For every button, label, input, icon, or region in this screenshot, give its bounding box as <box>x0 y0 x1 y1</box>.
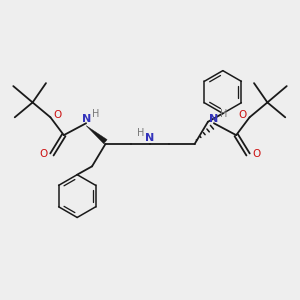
Text: H: H <box>220 109 227 119</box>
Polygon shape <box>86 126 107 144</box>
Text: O: O <box>40 149 48 160</box>
Text: N: N <box>209 114 218 124</box>
Text: N: N <box>146 133 154 142</box>
Text: H: H <box>137 128 145 138</box>
Text: O: O <box>238 110 246 120</box>
Text: H: H <box>92 109 99 119</box>
Text: O: O <box>252 149 260 160</box>
Text: N: N <box>82 114 91 124</box>
Text: O: O <box>54 110 62 120</box>
